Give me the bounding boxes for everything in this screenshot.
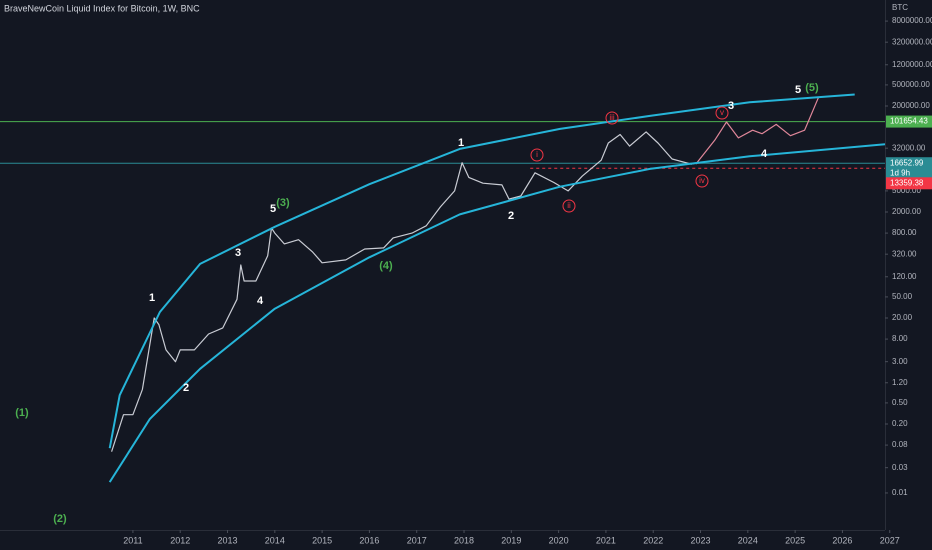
wave-label: (5) xyxy=(805,82,819,94)
y-tick-label: 0.08 xyxy=(892,440,908,449)
y-tick-label: 200000.00 xyxy=(892,101,930,110)
countdown: 1d 9h xyxy=(890,168,910,177)
wave-circle xyxy=(695,174,709,188)
wave-label: 3 xyxy=(235,247,241,259)
x-tick-label: 2020 xyxy=(549,535,569,545)
price-tag xyxy=(886,177,932,190)
x-tick-label: 2022 xyxy=(643,535,663,545)
wave-label: i xyxy=(536,150,538,159)
wave-label: (3) xyxy=(276,197,290,209)
x-tick-label: 2025 xyxy=(785,535,805,545)
channel-curve xyxy=(108,143,885,483)
wave-label: 4 xyxy=(761,148,768,160)
y-tick-label: 0.50 xyxy=(892,398,908,407)
wave-label: (1) xyxy=(15,407,29,419)
y-tick-label: 1.20 xyxy=(892,378,908,387)
y-tick-label: 320.00 xyxy=(892,249,917,258)
price-tag xyxy=(886,115,932,128)
wave-label: 1 xyxy=(458,137,464,149)
x-tick-label: 2016 xyxy=(359,535,379,545)
y-tick-label: 3.00 xyxy=(892,357,908,366)
y-tick-label: 32000.00 xyxy=(892,143,926,152)
price-tag-label: 16652.99 xyxy=(890,158,924,167)
x-tick-label: 2027 xyxy=(880,535,900,545)
wave-label: 3 xyxy=(728,100,734,112)
y-tick-label: 5000.00 xyxy=(892,186,921,195)
wave-label: (4) xyxy=(379,260,393,272)
projection-path xyxy=(695,96,820,165)
y-tick-label: 120.00 xyxy=(892,272,917,281)
wave-label: 2 xyxy=(183,382,189,394)
y-tick-label: 500000.00 xyxy=(892,80,930,89)
y-tick-label: 2000.00 xyxy=(892,207,921,216)
wave-label: iv xyxy=(699,176,705,185)
wave-label: (2) xyxy=(53,513,67,525)
y-tick-label: 0.20 xyxy=(892,419,908,428)
y-tick-label: 50.00 xyxy=(892,292,913,301)
chart-title: BraveNewCoin Liquid Index for Bitcoin, 1… xyxy=(4,3,200,13)
wave-label: 1 xyxy=(149,292,155,304)
x-tick-label: 2024 xyxy=(738,535,758,545)
wave-circle xyxy=(530,148,544,162)
x-tick-label: 2019 xyxy=(501,535,521,545)
y-tick-label: 8000000.00 xyxy=(892,16,932,25)
wave-circle xyxy=(562,199,576,213)
x-tick-label: 2021 xyxy=(596,535,616,545)
x-tick-label: 2026 xyxy=(832,535,852,545)
y-tick-label: 8.00 xyxy=(892,334,908,343)
wave-label: v xyxy=(720,108,724,117)
wave-circle xyxy=(605,111,619,125)
wave-circle xyxy=(715,106,729,120)
y-tick-label: 3200000.00 xyxy=(892,37,932,46)
y-tick-label: 0.03 xyxy=(892,463,908,472)
wave-label: iii xyxy=(609,113,615,122)
y-tick-label: 0.01 xyxy=(892,488,908,497)
y-tick-label: 800.00 xyxy=(892,228,917,237)
wave-label: ii xyxy=(567,201,571,210)
x-tick-label: 2018 xyxy=(454,535,474,545)
plot-area xyxy=(0,93,885,483)
x-tick-label: 2012 xyxy=(170,535,190,545)
wave-label: 4 xyxy=(257,295,264,307)
price-tag-label: 13359.38 xyxy=(890,178,924,187)
x-tick-label: 2023 xyxy=(691,535,711,545)
x-tick-label: 2011 xyxy=(123,535,142,545)
wave-label: 5 xyxy=(270,203,276,215)
x-tick-label: 2014 xyxy=(265,535,285,545)
price-line-series xyxy=(111,131,696,452)
x-tick-label: 2015 xyxy=(312,535,332,545)
x-tick-label: 2017 xyxy=(407,535,427,545)
price-tag xyxy=(886,157,932,180)
wave-label: 5 xyxy=(795,84,801,96)
x-tick-label: 2013 xyxy=(218,535,238,545)
wave-label: 2 xyxy=(508,210,514,222)
price-tag-label: 101654.43 xyxy=(890,117,928,126)
y-axis-label: BTC xyxy=(892,3,908,12)
y-tick-label: 1200000.00 xyxy=(892,60,932,69)
y-tick-label: 20.00 xyxy=(892,313,913,322)
channel-curve xyxy=(108,93,855,449)
